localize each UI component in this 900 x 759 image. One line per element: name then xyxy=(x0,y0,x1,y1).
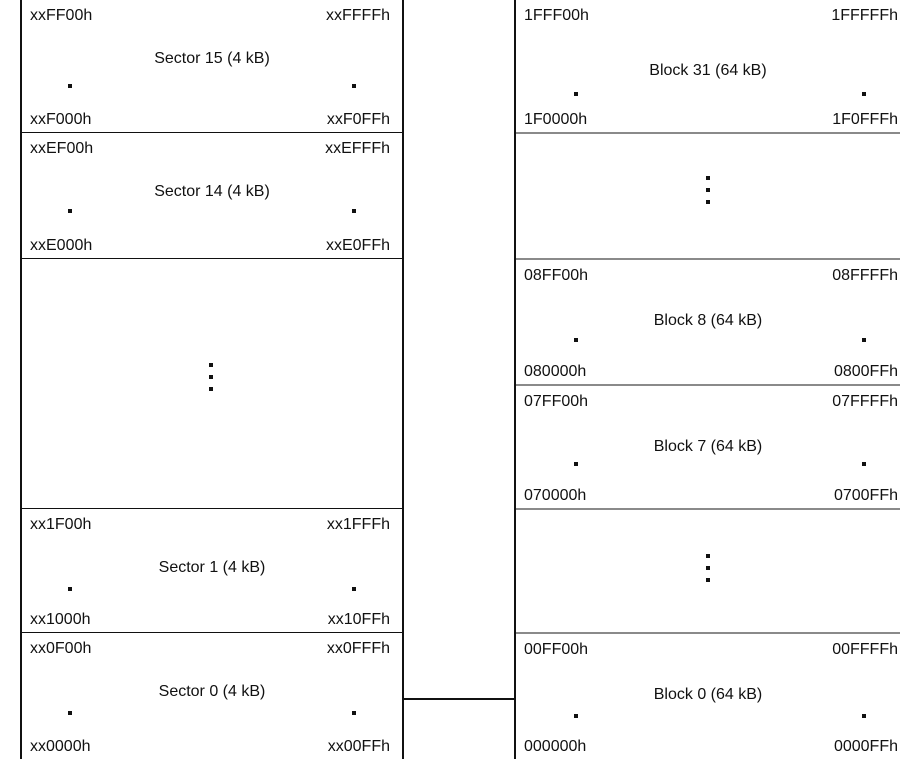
sector-0-bottom-right-address: xx00FFh xyxy=(327,738,390,755)
sector-14: xxEF00h xxEFFFh Sector 14 (4 kB) xxE000h… xyxy=(22,132,402,258)
sector-15-left-dot xyxy=(68,84,72,88)
sector-15-top-right-address: xxFFFFh xyxy=(326,7,390,24)
block-0-top-left-address: 00FF00h xyxy=(524,641,589,658)
sector-15-name: Sector 15 (4 kB) xyxy=(154,50,270,67)
sector-0-right-dot xyxy=(352,711,356,715)
block-7-bottom-left-address: 070000h xyxy=(524,487,587,504)
sector-1-left-dot xyxy=(68,587,72,591)
sector-0-left-dot xyxy=(68,711,72,715)
block-8-top-right-address: 08FFFFh xyxy=(832,267,898,284)
sector-0-top-right-address: xx0FFFh xyxy=(326,640,390,657)
block-0-bottom-left-address: 000000h xyxy=(524,738,587,755)
block-8-top-left-address: 08FF00h xyxy=(524,267,589,284)
block-column: 1FFF00h 1FFFFFh Block 31 (64 kB) 1F0000h… xyxy=(514,0,900,759)
block-7-right-dot xyxy=(862,462,866,466)
block-8: 08FF00h 08FFFFh Block 8 (64 kB) 080000h … xyxy=(516,258,900,384)
sector-14-bottom-right-address: xxE0FFh xyxy=(325,237,390,254)
sector-block-connector-line xyxy=(403,698,515,700)
sector-1-top-left-address: xx1F00h xyxy=(30,516,92,533)
block-31-name: Block 31 (64 kB) xyxy=(649,62,767,79)
vertical-ellipsis-icon xyxy=(706,176,710,212)
block-31-right-dot xyxy=(862,92,866,96)
sector-0-top-left-address: xx0F00h xyxy=(30,640,92,657)
block-0-right-dot xyxy=(862,714,866,718)
sector-15-bottom-right-address: xxF0FFh xyxy=(326,111,390,128)
block-7-name: Block 7 (64 kB) xyxy=(653,438,763,455)
block-7-left-dot xyxy=(574,462,578,466)
block-31-bottom-right-address: 1F0FFFh xyxy=(832,111,898,128)
sector-0-name: Sector 0 (4 kB) xyxy=(158,683,266,700)
block-7-top-right-address: 07FFFFh xyxy=(832,393,898,410)
block-8-name: Block 8 (64 kB) xyxy=(653,312,763,329)
sector-14-right-dot xyxy=(352,209,356,213)
sector-1-bottom-right-address: xx10FFh xyxy=(327,611,390,628)
sector-15: xxFF00h xxFFFFh Sector 15 (4 kB) xxF000h… xyxy=(22,0,402,132)
sector-0: xx0F00h xx0FFFh Sector 0 (4 kB) xx0000h … xyxy=(22,632,402,759)
block-8-bottom-right-address: 0800FFh xyxy=(833,363,898,380)
block-gap-upper xyxy=(516,132,900,258)
sector-column: xxFF00h xxFFFFh Sector 15 (4 kB) xxF000h… xyxy=(20,0,404,759)
block-31-bottom-left-address: 1F0000h xyxy=(524,111,588,128)
block-8-left-dot xyxy=(574,338,578,342)
sector-1-right-dot xyxy=(352,587,356,591)
sector-14-top-left-address: xxEF00h xyxy=(30,140,94,157)
sector-1-top-right-address: xx1FFFh xyxy=(326,516,390,533)
block-31-left-dot xyxy=(574,92,578,96)
sector-14-left-dot xyxy=(68,209,72,213)
sector-1: xx1F00h xx1FFFh Sector 1 (4 kB) xx1000h … xyxy=(22,508,402,632)
block-31-top-left-address: 1FFF00h xyxy=(524,7,589,24)
sector-0-bottom-left-address: xx0000h xyxy=(30,738,91,755)
sector-15-top-left-address: xxFF00h xyxy=(30,7,93,24)
vertical-ellipsis-icon xyxy=(209,363,213,399)
block-0-name: Block 0 (64 kB) xyxy=(653,686,763,703)
sector-15-right-dot xyxy=(352,84,356,88)
sector-15-bottom-left-address: xxF000h xyxy=(30,111,92,128)
sector-1-name: Sector 1 (4 kB) xyxy=(158,559,266,576)
block-7-bottom-right-address: 0700FFh xyxy=(833,487,898,504)
block-31-top-right-address: 1FFFFFh xyxy=(831,7,898,24)
sector-14-name: Sector 14 (4 kB) xyxy=(154,183,270,200)
sector-gap xyxy=(22,258,402,508)
block-0-top-right-address: 00FFFFh xyxy=(832,641,898,658)
sector-14-bottom-left-address: xxE000h xyxy=(30,237,93,254)
sector-14-top-right-address: xxEFFFh xyxy=(325,140,390,157)
block-8-bottom-left-address: 080000h xyxy=(524,363,587,380)
block-gap-lower xyxy=(516,508,900,632)
block-8-right-dot xyxy=(862,338,866,342)
block-0-left-dot xyxy=(574,714,578,718)
block-0: 00FF00h 00FFFFh Block 0 (64 kB) 000000h … xyxy=(516,632,900,759)
block-7: 07FF00h 07FFFFh Block 7 (64 kB) 070000h … xyxy=(516,384,900,508)
block-31: 1FFF00h 1FFFFFh Block 31 (64 kB) 1F0000h… xyxy=(516,0,900,132)
block-7-top-left-address: 07FF00h xyxy=(524,393,589,410)
vertical-ellipsis-icon xyxy=(706,554,710,590)
sector-1-bottom-left-address: xx1000h xyxy=(30,611,91,628)
block-0-bottom-right-address: 0000FFh xyxy=(833,738,898,755)
